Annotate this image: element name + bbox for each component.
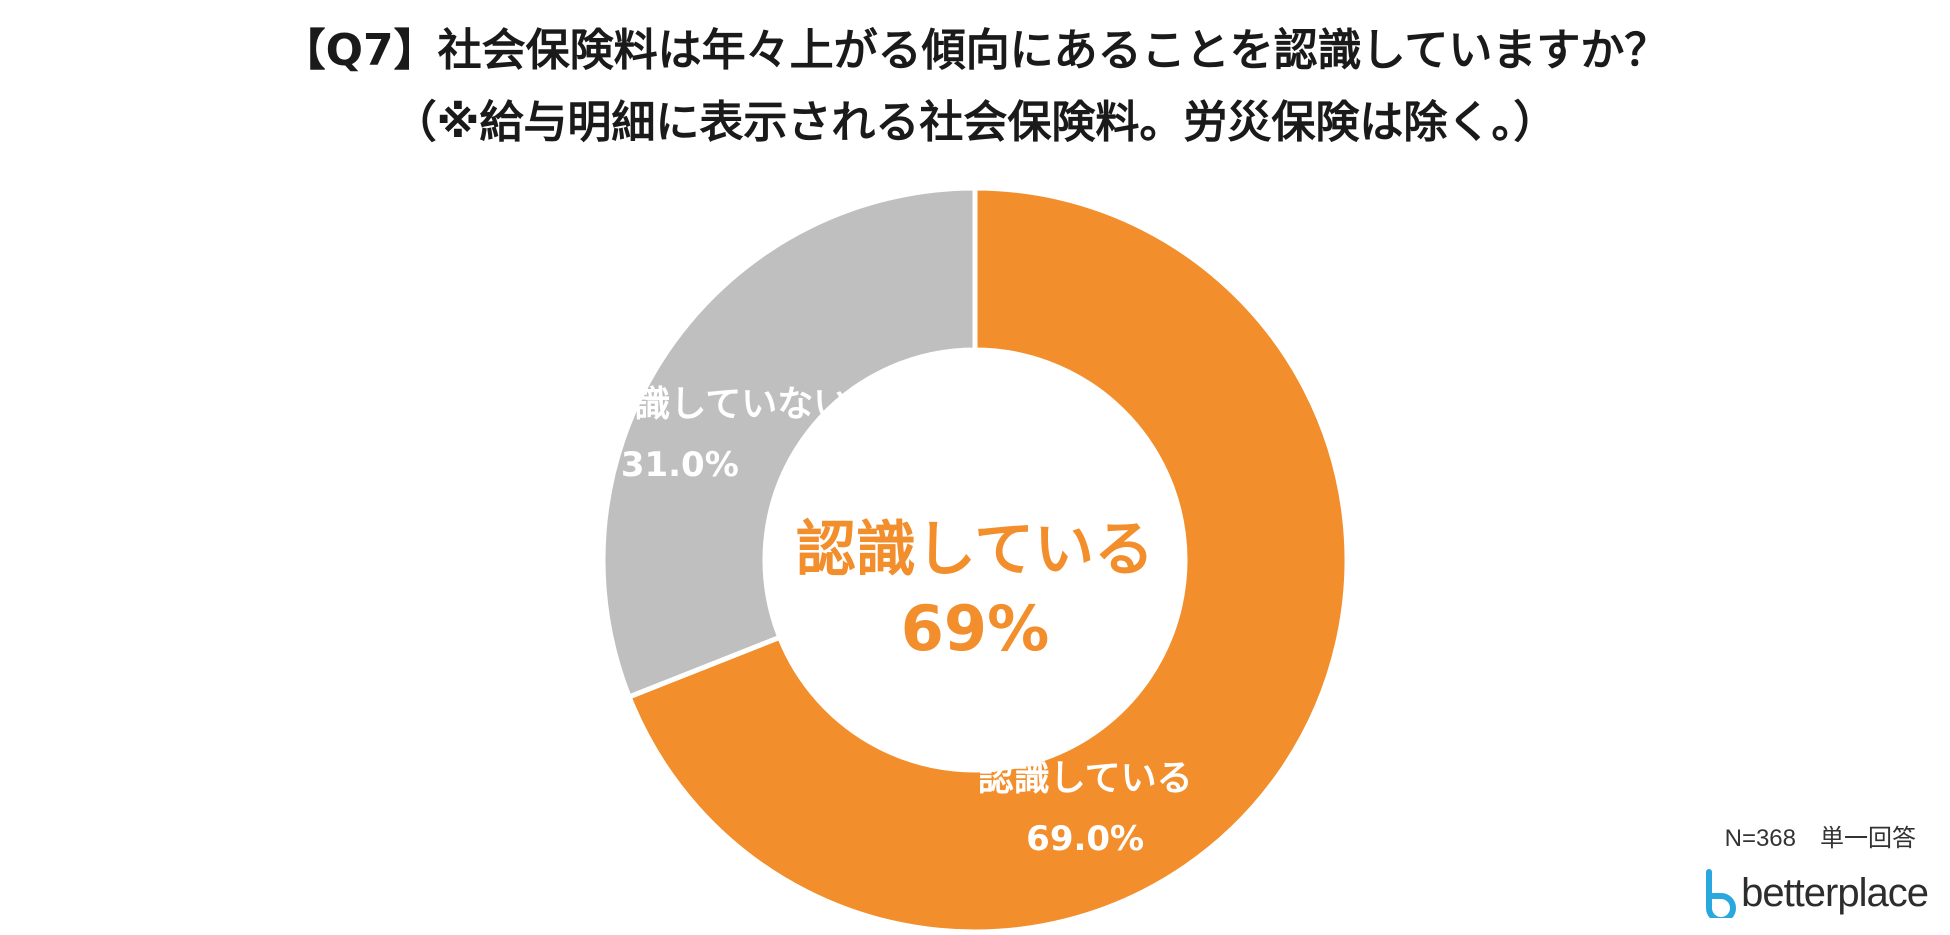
- chart-title-line2: （※給与明細に表示される社会保険料。労災保険は除く。）: [392, 97, 1558, 148]
- slice-1-category-label: 認識していない: [598, 384, 849, 425]
- slice-0-value-label: 69.0%: [1026, 819, 1144, 859]
- slice-labels: 認識している 69.0% 認識していない 31.0%: [598, 384, 1192, 859]
- slice-1-value-label: 31.0%: [621, 445, 739, 485]
- answer-type: 単一回答: [1820, 825, 1916, 852]
- footnote: N=368 単一回答: [1725, 818, 1916, 853]
- slice-1: [600, 185, 978, 701]
- slice-0: [625, 185, 1350, 935]
- brand-logo: betterplace: [1699, 868, 1929, 918]
- slice-0-category-label: 認識している: [978, 758, 1193, 799]
- center-label-value: 69%: [901, 592, 1049, 665]
- betterplace-logo-icon: [1706, 869, 1737, 918]
- logo-text: betterplace: [1741, 870, 1929, 915]
- center-label-category: 認識している: [796, 515, 1154, 585]
- sample-size: N=368: [1724, 825, 1796, 852]
- chart-title-line1: 【Q7】社会保険料は年々上がる傾向にあることを認識していますか？: [281, 25, 1669, 76]
- donut-slices: [600, 185, 1350, 935]
